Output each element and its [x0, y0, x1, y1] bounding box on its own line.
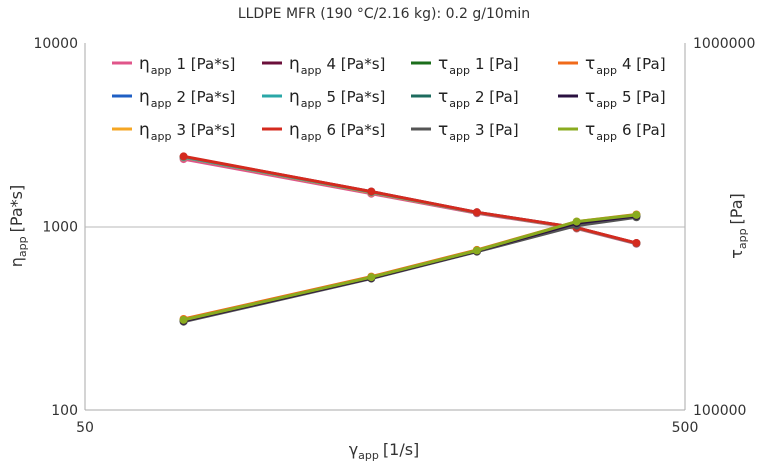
y-axis-left-symbol: η [7, 257, 26, 267]
plot-area [179, 152, 641, 326]
chart-title: LLDPE MFR (190 °C/2.16 kg): 0.2 g/10min [238, 6, 530, 22]
data-point [367, 187, 376, 196]
legend-item: ηapp 3 [Pa*s] [112, 120, 235, 143]
data-point [572, 217, 581, 226]
legend-item: τapp 4 [Pa] [558, 54, 666, 77]
y-tick-label-right: 100000 [693, 403, 746, 419]
legend-item: τapp 1 [Pa] [411, 54, 519, 77]
y-axis-label-right: τapp [Pa] [727, 193, 749, 259]
legend-label: ηapp 6 [Pa*s] [289, 120, 385, 143]
legend-item: ηapp 4 [Pa*s] [262, 54, 385, 77]
data-point [472, 208, 481, 217]
legend-label: ηapp 5 [Pa*s] [289, 87, 385, 110]
x-axis-unit: [1/s] [383, 440, 419, 459]
y-axis-label-left: ηapp [Pa*s] [7, 185, 29, 267]
plot-frame [84, 43, 686, 411]
y-axis-right-subscript: app [736, 228, 749, 249]
data-point [472, 246, 481, 255]
legend-label: τapp 4 [Pa] [585, 54, 666, 77]
legend-label: τapp 3 [Pa] [438, 120, 519, 143]
data-point [179, 152, 188, 161]
legend-item: τapp 2 [Pa] [411, 87, 519, 110]
data-point [632, 239, 641, 247]
legend-label: τapp 1 [Pa] [438, 54, 519, 77]
y-tick-label-right: 1000000 [693, 36, 755, 52]
y-axis-left-unit: [Pa*s] [7, 185, 26, 233]
legend-label: ηapp 2 [Pa*s] [139, 87, 235, 110]
x-tick-label: 50 [76, 420, 94, 436]
axis-labels: γapp [1/s] ηapp[Pa*s] τapp[Pa] [7, 185, 749, 462]
y-tick-label-left: 10000 [33, 36, 78, 52]
legend-label: τapp 2 [Pa] [438, 87, 519, 110]
x-axis-subscript: app [358, 449, 379, 462]
legend-item: τapp 5 [Pa] [558, 87, 666, 110]
series-line [183, 213, 637, 322]
series-tau-6 [179, 210, 641, 324]
y-tick-label-left: 100 [51, 403, 78, 419]
x-axis-label: γapp [1/s] [349, 440, 420, 462]
legend-item: ηapp 5 [Pa*s] [262, 87, 385, 110]
y-axis-left-subscript: app [16, 236, 29, 257]
legend-item: ηapp 1 [Pa*s] [112, 54, 235, 77]
legend-label: τapp 5 [Pa] [585, 87, 666, 110]
x-axis-symbol: γ [349, 440, 358, 459]
data-point [632, 210, 641, 219]
legend-item: ηapp 2 [Pa*s] [112, 87, 235, 110]
data-point [367, 273, 376, 282]
series-line [183, 154, 637, 245]
legend-label: ηapp 1 [Pa*s] [139, 54, 235, 77]
y-axis-right-unit: [Pa] [727, 193, 746, 224]
legend-item: τapp 3 [Pa] [411, 120, 519, 143]
tick-labels: 50 500 100 1000 10000 100000 1000000 [33, 36, 755, 436]
legend-item: ηapp 6 [Pa*s] [262, 120, 385, 143]
legend: ηapp 1 [Pa*s] ηapp 2 [Pa*s] ηapp 3 [Pa*s] ηapp… [112, 54, 666, 143]
x-tick-label: 500 [672, 420, 699, 436]
y-tick-label-left: 1000 [42, 220, 78, 236]
legend-item: τapp 6 [Pa] [558, 120, 666, 143]
legend-label: ηapp 4 [Pa*s] [289, 54, 385, 77]
legend-label: τapp 6 [Pa] [585, 120, 666, 143]
data-point [179, 315, 188, 324]
legend-label: ηapp 3 [Pa*s] [139, 120, 235, 143]
y-axis-right-symbol: τ [727, 249, 746, 259]
series-eta-6 [179, 152, 641, 247]
